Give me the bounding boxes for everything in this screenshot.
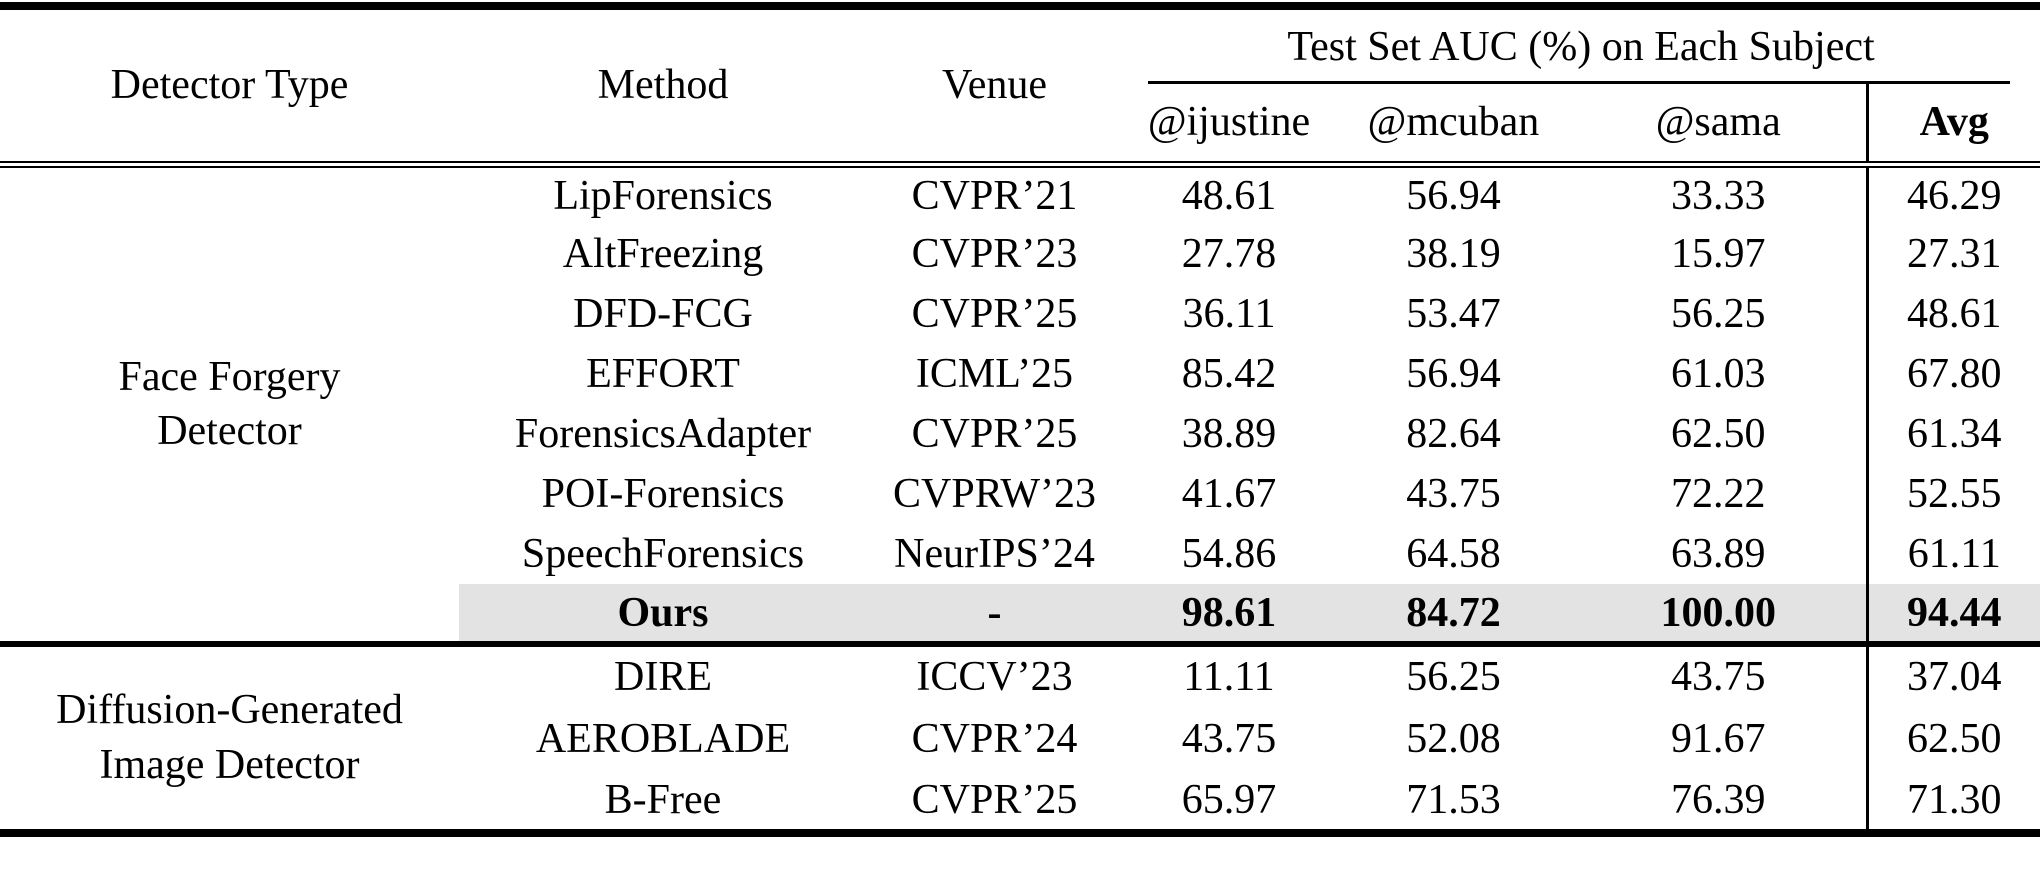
venue-cell: CVPR’25 [911,411,1078,457]
header-row-top: Detector Type Method Venue Test Set AUC … [0,6,2040,168]
method-cell: POI-Forensics [541,471,785,517]
auc-ijustine-cell: 65.97 [1181,776,1277,823]
method-cell: EFFORT [586,351,740,397]
auc-avg-cell: 62.50 [1865,707,2040,770]
venue-cell: NeurIPS’24 [894,531,1095,577]
method-cell: AEROBLADE [535,715,791,762]
auc-mcuban-cell: 53.47 [1406,291,1501,337]
auc-sama-cell: 33.33 [1671,172,1766,219]
venue-cell: ICML’25 [915,351,1074,397]
auc-avg-cell: 46.29 [1865,164,2040,224]
auc-mcuban-cell: 38.19 [1406,231,1501,277]
auc-mcuban-cell: 71.53 [1406,776,1501,823]
auc-ijustine-cell: 43.75 [1181,715,1277,762]
auc-ijustine-cell: 85.42 [1181,351,1277,397]
auc-mcuban-cell: 56.94 [1406,172,1501,219]
method-cell: B-Free [604,776,722,823]
venue-cell: CVPRW’23 [892,471,1097,517]
auc-sama-cell: 61.03 [1671,351,1766,397]
venue-cell: CVPR’23 [911,231,1078,277]
auc-ijustine-cell: 36.11 [1182,291,1276,337]
auc-ijustine-cell: 11.11 [1183,654,1275,700]
auc-mcuban-cell: 64.58 [1406,531,1501,577]
column-header-sama: @sama [1571,84,1867,168]
auc-sama-cell: 62.50 [1671,411,1766,457]
auc-sama-cell: 72.22 [1671,471,1766,517]
header-row-subjects: @ijustine @mcuban @sama Avg [0,84,2040,168]
table-row: Diffusion-Generated Image Detector DIRE … [0,644,2040,788]
auc-avg-cell: 71.30 [1865,770,2040,833]
auc-mcuban-cell: 56.94 [1406,351,1501,397]
venue-cell: - [867,584,1122,647]
results-table: Detector Type Method Venue Test Set AUC … [0,2,2040,837]
venue-cell: CVPR’25 [911,776,1078,823]
auc-ijustine-cell: 38.89 [1181,411,1277,457]
auc-avg-cell: 94.44 [1865,584,2040,647]
table-row: B-Free CVPR’25 65.97 71.53 76.39 71.30 [0,770,2040,833]
column-header-detector-type: Detector Type [0,6,459,168]
table-row: ForensicsAdapter CVPR’25 38.89 82.64 62.… [0,404,2040,464]
table-row: SpeechForensics NeurIPS’24 54.86 64.58 6… [0,524,2040,584]
auc-mcuban-cell: 84.72 [1336,584,1571,647]
column-header-mcuban: @mcuban [1336,84,1571,168]
column-header-venue: Venue [867,6,1122,168]
method-cell: DFD-FCG [573,291,753,337]
auc-ijustine-cell: 41.67 [1181,471,1277,517]
auc-sama-cell: 15.97 [1671,231,1766,277]
table-row-ours-highlighted: Ours - 98.61 84.72 100.00 94.44 [0,584,2040,647]
method-cell: DIRE [614,654,712,700]
detector-type-label: Diffusion-Generated Image Detector [56,687,403,788]
auc-ijustine-cell: 98.61 [1122,584,1336,647]
auc-avg-cell: 37.04 [1865,644,2040,707]
venue-cell: CVPR’25 [911,291,1078,337]
auc-avg-cell: 67.80 [1865,344,2040,404]
auc-mcuban-cell: 82.64 [1406,411,1501,457]
auc-avg-cell: 52.55 [1865,464,2040,524]
auc-mcuban-cell: 52.08 [1406,715,1501,762]
auc-sama-cell: 56.25 [1671,291,1766,337]
column-header-method: Method [459,6,867,168]
venue-cell: ICCV’23 [916,654,1073,700]
auc-sama-cell: 63.89 [1671,531,1766,577]
auc-avg-cell: 27.31 [1865,224,2040,284]
method-cell: AltFreezing [562,231,764,277]
auc-ijustine-cell: 54.86 [1181,531,1277,577]
auc-avg-cell: 61.34 [1865,404,2040,464]
method-cell-ours: Ours [459,584,867,647]
auc-mcuban-cell: 56.25 [1406,654,1501,700]
method-cell: SpeechForensics [521,531,805,577]
group-header-test-set-auc: Test Set AUC (%) on Each Subject [1122,6,2040,84]
auc-sama-cell: 76.39 [1671,776,1766,823]
detector-type-cell: Diffusion-Generated Image Detector [0,644,459,833]
auc-sama-cell: 100.00 [1571,584,1867,647]
table-row: AEROBLADE CVPR’24 43.75 52.08 91.67 62.5… [0,707,2040,770]
table-row: DFD-FCG CVPR’25 36.11 53.47 56.25 48.61 [0,284,2040,344]
detector-type-cell: Face Forgery Detector [0,164,459,647]
auc-ijustine-cell: 27.78 [1181,231,1277,277]
auc-ijustine-cell: 48.61 [1181,172,1277,219]
table-row: Face Forgery Detector LipForensics CVPR’… [0,164,2040,647]
method-cell: LipForensics [553,172,773,219]
method-cell: ForensicsAdapter [514,411,812,457]
auc-sama-cell: 91.67 [1671,715,1766,762]
auc-avg-cell: 48.61 [1865,284,2040,344]
venue-cell: CVPR’24 [911,715,1078,762]
venue-cell: CVPR’21 [911,172,1078,219]
column-header-ijustine: @ijustine [1122,84,1336,168]
auc-avg-cell: 61.11 [1865,524,2040,584]
auc-mcuban-cell: 43.75 [1406,471,1501,517]
column-header-avg: Avg [1865,84,2040,168]
table-row: AltFreezing CVPR’23 27.78 38.19 15.97 27… [0,224,2040,284]
table-row: POI-Forensics CVPRW’23 41.67 43.75 72.22… [0,464,2040,524]
auc-sama-cell: 43.75 [1671,654,1766,700]
detector-type-label: Face Forgery Detector [118,353,341,455]
table-row: EFFORT ICML’25 85.42 56.94 61.03 67.80 [0,344,2040,404]
